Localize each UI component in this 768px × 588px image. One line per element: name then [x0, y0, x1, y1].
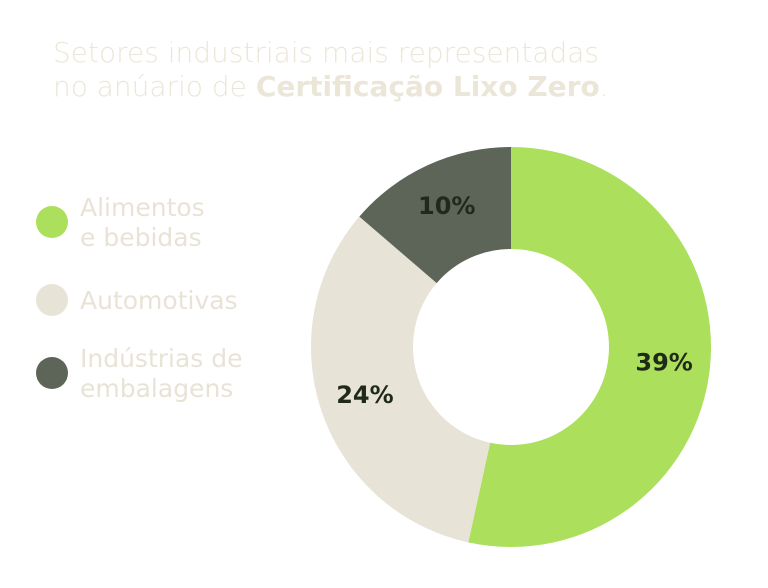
donut-segment: [310, 216, 491, 543]
value-label: 24%: [336, 381, 393, 409]
value-label: 39%: [635, 349, 692, 377]
donut-segment: [468, 147, 711, 547]
legend-label: Indústrias de: [80, 344, 243, 373]
legend-label: Automotivas: [80, 286, 238, 315]
legend-swatch: [36, 206, 68, 238]
legend-swatch: [36, 284, 68, 316]
legend-label: embalagens: [80, 374, 233, 403]
donut-segment: [359, 147, 511, 284]
value-label: 10%: [418, 192, 475, 220]
legend-label: e bebidas: [80, 223, 202, 252]
chart-title: Setores industriais mais representadas no…: [53, 36, 609, 103]
title-run: Certificação Lixo Zero: [256, 70, 600, 103]
legend-label: Alimentos: [80, 193, 205, 222]
legend-swatch: [36, 357, 68, 389]
title-run: no anúario de: [53, 70, 256, 103]
title-run: Setores industriais mais representadas: [53, 36, 599, 69]
title-run: .: [600, 70, 609, 103]
